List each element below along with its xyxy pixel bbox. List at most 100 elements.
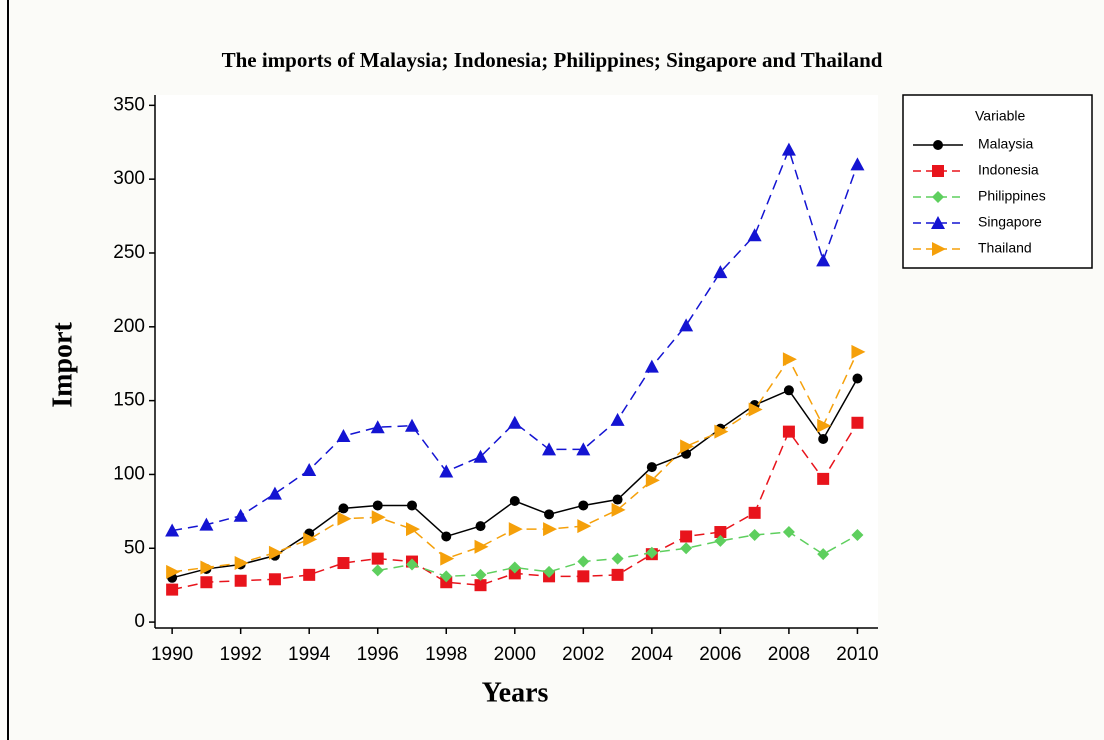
marker	[577, 519, 592, 534]
marker	[817, 548, 830, 561]
marker	[474, 579, 487, 592]
x-tick-label: 2010	[836, 644, 878, 665]
marker	[645, 473, 660, 488]
x-tick-label: 2002	[562, 644, 604, 665]
marker	[507, 415, 522, 429]
y-tick-label: 50	[124, 537, 145, 558]
marker	[371, 510, 386, 525]
marker	[714, 424, 729, 439]
x-tick-label: 2000	[494, 644, 536, 665]
x-tick-label: 2008	[768, 644, 810, 665]
marker	[200, 560, 215, 575]
y-tick-label: 200	[113, 316, 145, 337]
x-tick-label: 1994	[288, 644, 331, 665]
x-tick-label: 1992	[220, 644, 262, 665]
marker	[748, 506, 761, 519]
y-tick-label: 350	[113, 94, 145, 115]
marker	[338, 503, 349, 514]
marker	[542, 442, 557, 456]
marker	[644, 359, 659, 373]
marker	[405, 522, 420, 537]
marker	[371, 564, 384, 577]
y-tick-label: 300	[113, 168, 145, 189]
legend-title: Variable	[975, 108, 1026, 124]
marker	[577, 555, 590, 568]
x-axis-label: Years	[482, 677, 549, 708]
x-tick-label: 2006	[699, 644, 741, 665]
marker	[404, 418, 419, 432]
marker	[816, 253, 831, 267]
marker	[611, 568, 624, 581]
legend-label: Philippines	[978, 188, 1046, 204]
marker	[406, 500, 417, 511]
marker	[748, 402, 763, 417]
marker	[268, 573, 281, 586]
marker	[680, 542, 693, 555]
marker	[166, 564, 181, 579]
marker	[747, 228, 762, 242]
marker	[932, 165, 944, 177]
marker	[577, 570, 590, 583]
marker	[612, 494, 623, 505]
marker	[578, 500, 589, 511]
marker	[234, 574, 247, 587]
legend-label: Indonesia	[978, 162, 1039, 178]
marker	[714, 534, 727, 547]
marker	[680, 439, 695, 454]
legend-label: Malaysia	[978, 136, 1033, 152]
marker	[165, 523, 180, 537]
legend-label: Singapore	[978, 214, 1042, 230]
marker	[782, 352, 797, 367]
y-axis-label: Import	[47, 322, 78, 408]
x-tick-label: 2004	[631, 644, 674, 665]
y-tick-label: 150	[113, 390, 145, 411]
marker	[233, 508, 248, 522]
marker	[166, 583, 179, 596]
chart-title: The imports of Malaysia; Indonesia; Phil…	[222, 48, 883, 72]
marker	[372, 500, 383, 511]
marker	[474, 568, 487, 581]
x-tick-label: 1996	[357, 644, 399, 665]
marker	[611, 552, 624, 565]
marker	[851, 344, 866, 359]
marker	[781, 142, 796, 156]
marker	[714, 526, 727, 539]
marker	[818, 434, 829, 445]
marker	[439, 464, 454, 478]
marker	[576, 442, 591, 456]
marker	[646, 462, 657, 473]
y-tick-label: 250	[113, 242, 145, 263]
marker	[440, 570, 453, 583]
marker	[680, 530, 693, 543]
marker	[337, 557, 350, 570]
marker	[782, 526, 795, 539]
marker	[441, 531, 452, 542]
marker	[508, 522, 523, 537]
marker	[268, 545, 283, 560]
marker	[610, 412, 625, 426]
marker	[336, 429, 351, 443]
marker	[543, 565, 556, 578]
marker	[267, 486, 282, 500]
marker	[544, 509, 555, 520]
marker	[509, 496, 520, 507]
marker	[303, 568, 316, 581]
marker	[851, 528, 864, 541]
marker	[817, 472, 830, 485]
marker	[679, 318, 694, 332]
marker	[817, 418, 832, 433]
legend-box	[902, 94, 1093, 269]
marker	[371, 552, 384, 565]
y-tick-label: 100	[113, 463, 145, 484]
marker	[932, 191, 944, 203]
x-tick-label: 1998	[425, 644, 467, 665]
marker	[782, 425, 795, 438]
marker	[933, 140, 943, 150]
marker	[852, 373, 863, 384]
marker	[543, 522, 558, 537]
marker	[234, 556, 249, 571]
marker	[337, 511, 352, 526]
marker	[302, 463, 317, 477]
